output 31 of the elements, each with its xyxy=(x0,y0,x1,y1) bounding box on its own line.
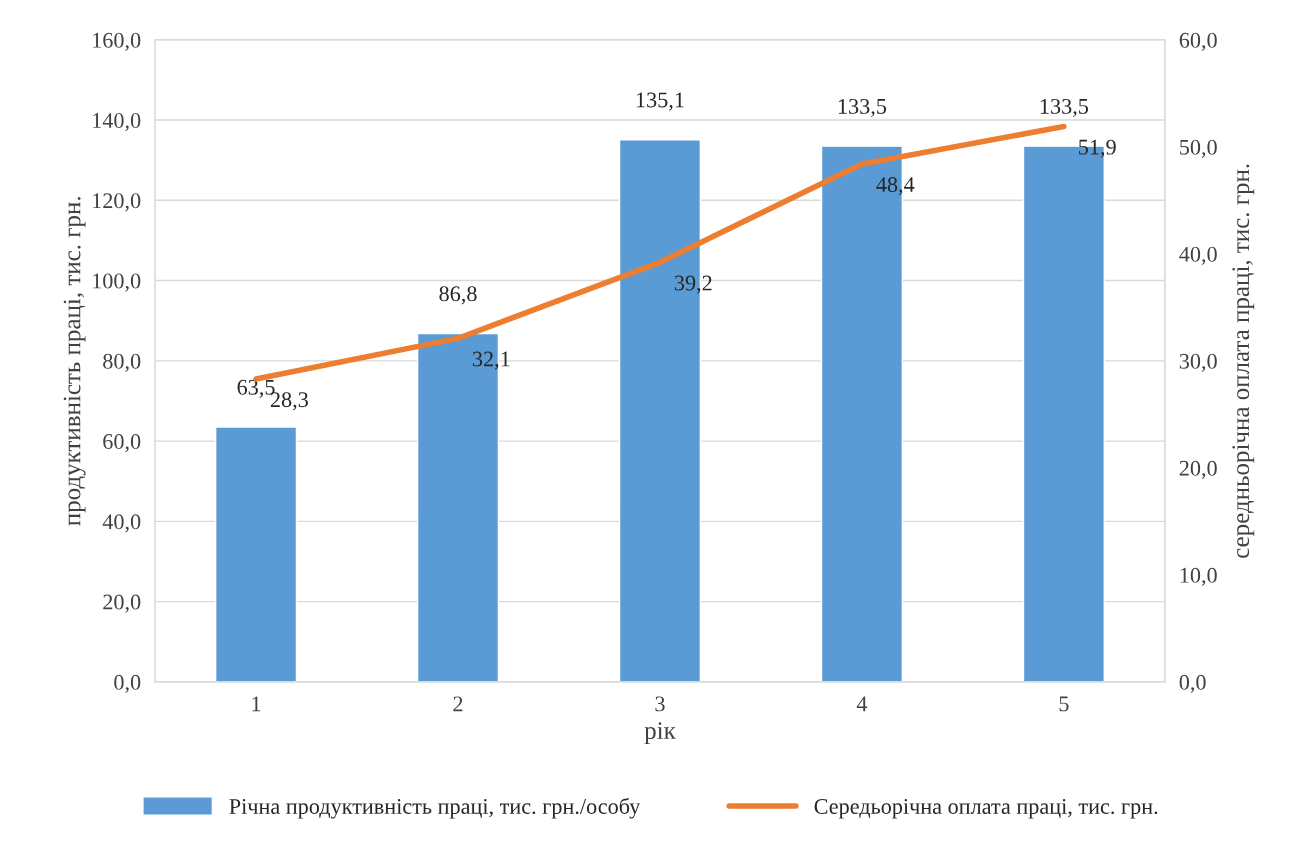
x-tick-label: 5 xyxy=(1059,696,1069,712)
legend-label: Середьорічна оплата праці, тис. грн. xyxy=(814,799,1158,819)
y2-tick-label: 60,0 xyxy=(1179,32,1217,51)
bar xyxy=(214,426,298,682)
legend-label: Річна продуктивність праці, тис. грн./особу xyxy=(229,797,641,819)
x-tick-label: 3 xyxy=(655,696,665,712)
x-axis-title: рік xyxy=(644,722,676,745)
y2-tick-label: 10,0 xyxy=(1180,567,1217,586)
y2-tick-label: 20,0 xyxy=(1179,460,1217,479)
y-tick-label: 160,0 xyxy=(93,32,141,51)
x-tick-label: 4 xyxy=(856,696,868,712)
data-label: 133,5 xyxy=(1040,98,1089,118)
data-label: 133,5 xyxy=(838,98,887,118)
y-tick-label: 60,0 xyxy=(103,434,141,453)
y-tick-label: 40,0 xyxy=(102,514,141,533)
y-tick-label: 80,0 xyxy=(103,353,141,372)
y2-tick-label: 50,0 xyxy=(1180,139,1217,158)
y-tick-label: 0,0 xyxy=(114,674,141,693)
y-tick-label: 120,0 xyxy=(93,193,141,212)
x-tick-label: 1 xyxy=(252,696,261,712)
y-axis-title: продуктивність праці, тис. грн. xyxy=(63,197,86,526)
data-label: 135,1 xyxy=(636,92,684,111)
x-tick-label: 2 xyxy=(453,696,463,712)
y2-tick-label: 30,0 xyxy=(1179,353,1217,372)
y2-axis-title: середньорічна оплата праці, тис. грн. xyxy=(1232,164,1255,558)
y-tick-label: 20,0 xyxy=(103,594,141,613)
data-label: 86,8 xyxy=(439,286,477,305)
y-tick-label: 100,0 xyxy=(93,273,141,292)
y-tick-label: 140,0 xyxy=(93,112,141,132)
y2-tick-label: 0,0 xyxy=(1179,674,1206,693)
y2-tick-label: 40,0 xyxy=(1179,246,1217,265)
